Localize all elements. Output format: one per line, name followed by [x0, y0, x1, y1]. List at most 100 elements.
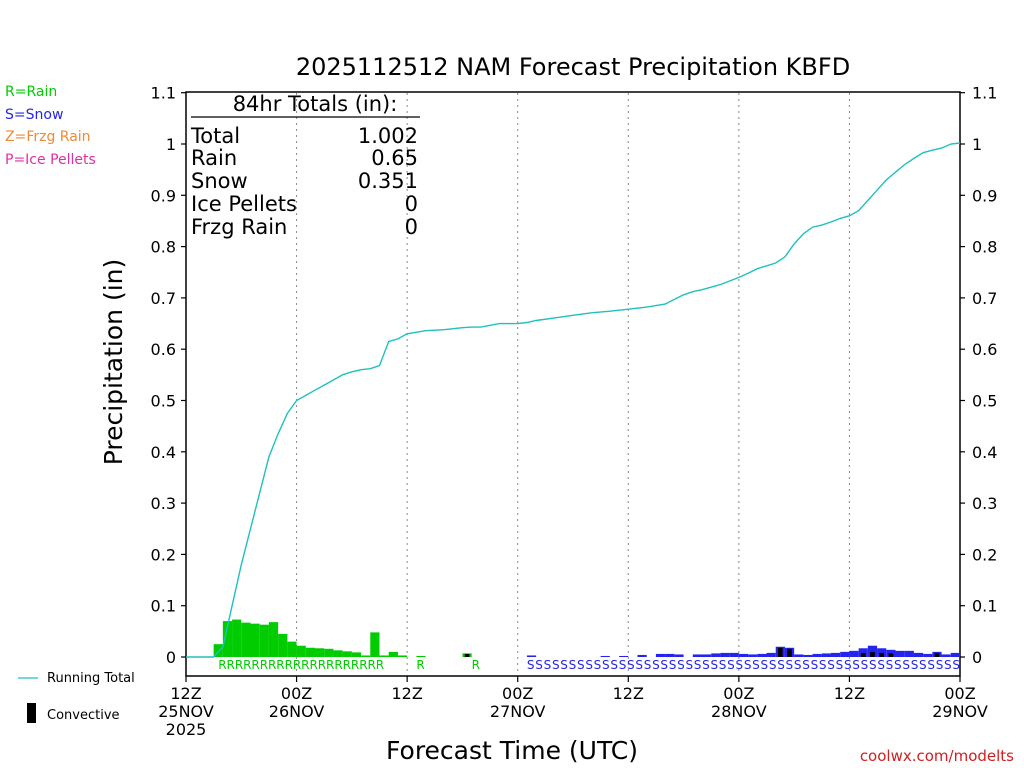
- snow-bar: [904, 650, 914, 657]
- x-tick-label: 29NOV: [932, 702, 988, 721]
- convective-bar: [888, 653, 894, 657]
- y-tick-label-right: 0.2: [972, 545, 997, 564]
- chart-title: 2025112512 NAM Forecast Precipitation KB…: [296, 53, 850, 81]
- snow-bar: [637, 654, 647, 657]
- convective-bar: [870, 651, 875, 657]
- convective-bar: [860, 652, 866, 657]
- snow-bar: [877, 648, 887, 657]
- snow-bar: [674, 654, 684, 657]
- rain-bar: [278, 633, 288, 657]
- x-tick-label: 12Z: [613, 684, 644, 703]
- y-tick-label-left: 0.9: [151, 186, 176, 205]
- snow-bar: [941, 654, 951, 657]
- snow-bar: [913, 652, 924, 657]
- x-tick-label: 00Z: [944, 684, 975, 703]
- x-tick-label: 2025: [166, 720, 207, 739]
- rain-bar: [361, 655, 371, 657]
- snow-bar: [738, 653, 749, 657]
- y-tick-label-left: 0: [166, 648, 176, 667]
- rain-letters: R: [416, 658, 424, 672]
- x-axis-label: Forecast Time (UTC): [386, 736, 638, 765]
- series-legend: Running Total Convective: [18, 671, 135, 723]
- y-tick-label-right: 1: [972, 135, 982, 154]
- rain-bar: [351, 652, 362, 657]
- legend-rain: R=Rain: [5, 84, 57, 100]
- y-tick-label-left: 0.6: [151, 340, 176, 359]
- legend-ice-pellets: P=Ice Pellets: [5, 152, 96, 168]
- rain-bar: [268, 622, 279, 657]
- x-tick-label: 28NOV: [711, 702, 767, 721]
- x-tick-label: 12Z: [170, 684, 201, 703]
- x-tick-label: 12Z: [834, 684, 865, 703]
- rain-bar: [342, 651, 352, 657]
- y-tick-label-left: 1: [166, 135, 176, 154]
- rain-bar: [287, 641, 297, 657]
- snow-bar: [526, 655, 537, 657]
- snow-bar: [858, 648, 868, 657]
- snow-bar: [655, 653, 666, 657]
- running-total-line: [186, 142, 961, 658]
- snow-bar: [849, 650, 859, 657]
- x-tick-label: 26NOV: [269, 702, 325, 721]
- y-tick-label-left: 1.1: [151, 84, 176, 103]
- x-tick-label: 00Z: [723, 684, 754, 703]
- snow-bar: [711, 653, 721, 657]
- snow-bar: [702, 654, 712, 657]
- running-total-legend-label: Running Total: [47, 671, 135, 686]
- y-tick-label-right: 0.9: [972, 186, 997, 205]
- snow-bar: [840, 651, 850, 657]
- snow-bar: [720, 652, 730, 657]
- snow-bar: [600, 655, 610, 657]
- y-tick-label-left: 0.8: [151, 238, 176, 257]
- snow-bar: [619, 655, 629, 657]
- rain-bar: [232, 619, 242, 657]
- convective-bar: [934, 652, 940, 657]
- snow-bar: [950, 652, 960, 657]
- convective-bar: [464, 653, 470, 657]
- totals-label-frzg-rain: Frzg Rain: [191, 215, 287, 239]
- convective-legend-swatch: [27, 703, 36, 723]
- snow-bar: [803, 654, 813, 657]
- x-tick-label: 00Z: [281, 684, 312, 703]
- y-tick-label-left: 0.5: [151, 392, 176, 411]
- convective-bar: [778, 647, 783, 657]
- rain-bar: [222, 621, 233, 657]
- snow-bar: [665, 653, 675, 657]
- rain-bar: [333, 650, 343, 657]
- snow-bar: [766, 652, 776, 657]
- y-tick-label-left: 0.4: [151, 443, 176, 462]
- x-tick-label: 25NOV: [158, 702, 214, 721]
- y-tick-label-right: 0.5: [972, 392, 997, 411]
- snow-bar: [692, 654, 702, 657]
- rain-bar: [259, 624, 269, 657]
- snow-letters: SSSSSSSSSSSSSSSSSSSSSSSSSSSSSSSSSSSSSSSS…: [527, 658, 960, 672]
- y-axis-label: Precipitation (in): [99, 259, 128, 466]
- snow-bar: [748, 654, 758, 657]
- rain-bar: [213, 644, 223, 657]
- plot-frame: [185, 91, 961, 677]
- totals-header: 84hr Totals (in):: [233, 92, 398, 116]
- rain-bar: [379, 655, 389, 657]
- snow-bar: [821, 653, 831, 657]
- rain-bar: [305, 647, 315, 657]
- totals-label-total: Total: [190, 124, 240, 148]
- snow-bar: [812, 653, 822, 657]
- y-tick-label-right: 0.6: [972, 340, 997, 359]
- y-tick-label-right: 0.4: [972, 443, 997, 462]
- y-tick-label-left: 0.1: [151, 597, 176, 616]
- totals-label-ice-pellets: Ice Pellets: [191, 192, 297, 216]
- rain-bar: [241, 622, 251, 657]
- vertical-gridlines: [296, 93, 850, 675]
- rain-bar: [250, 623, 260, 657]
- snow-bar: [867, 645, 878, 657]
- y-axes: 0 00.1 0.10.2 0.20.3 0.30.4 0.40.5 0.50.6 0.60.…: [151, 84, 998, 667]
- rain-bar: [296, 645, 306, 657]
- y-tick-label-left: 0.3: [151, 494, 176, 513]
- credit-text: coolwx.com/modelts: [860, 747, 1014, 765]
- precip-type-legend: R=Rain S=Snow Z=Frzg Rain P=Ice Pellets: [5, 84, 96, 168]
- totals-value-ice-pellets: 0: [405, 192, 418, 216]
- y-tick-label-right: 0.8: [972, 238, 997, 257]
- totals-value-frzg-rain: 0: [405, 215, 418, 239]
